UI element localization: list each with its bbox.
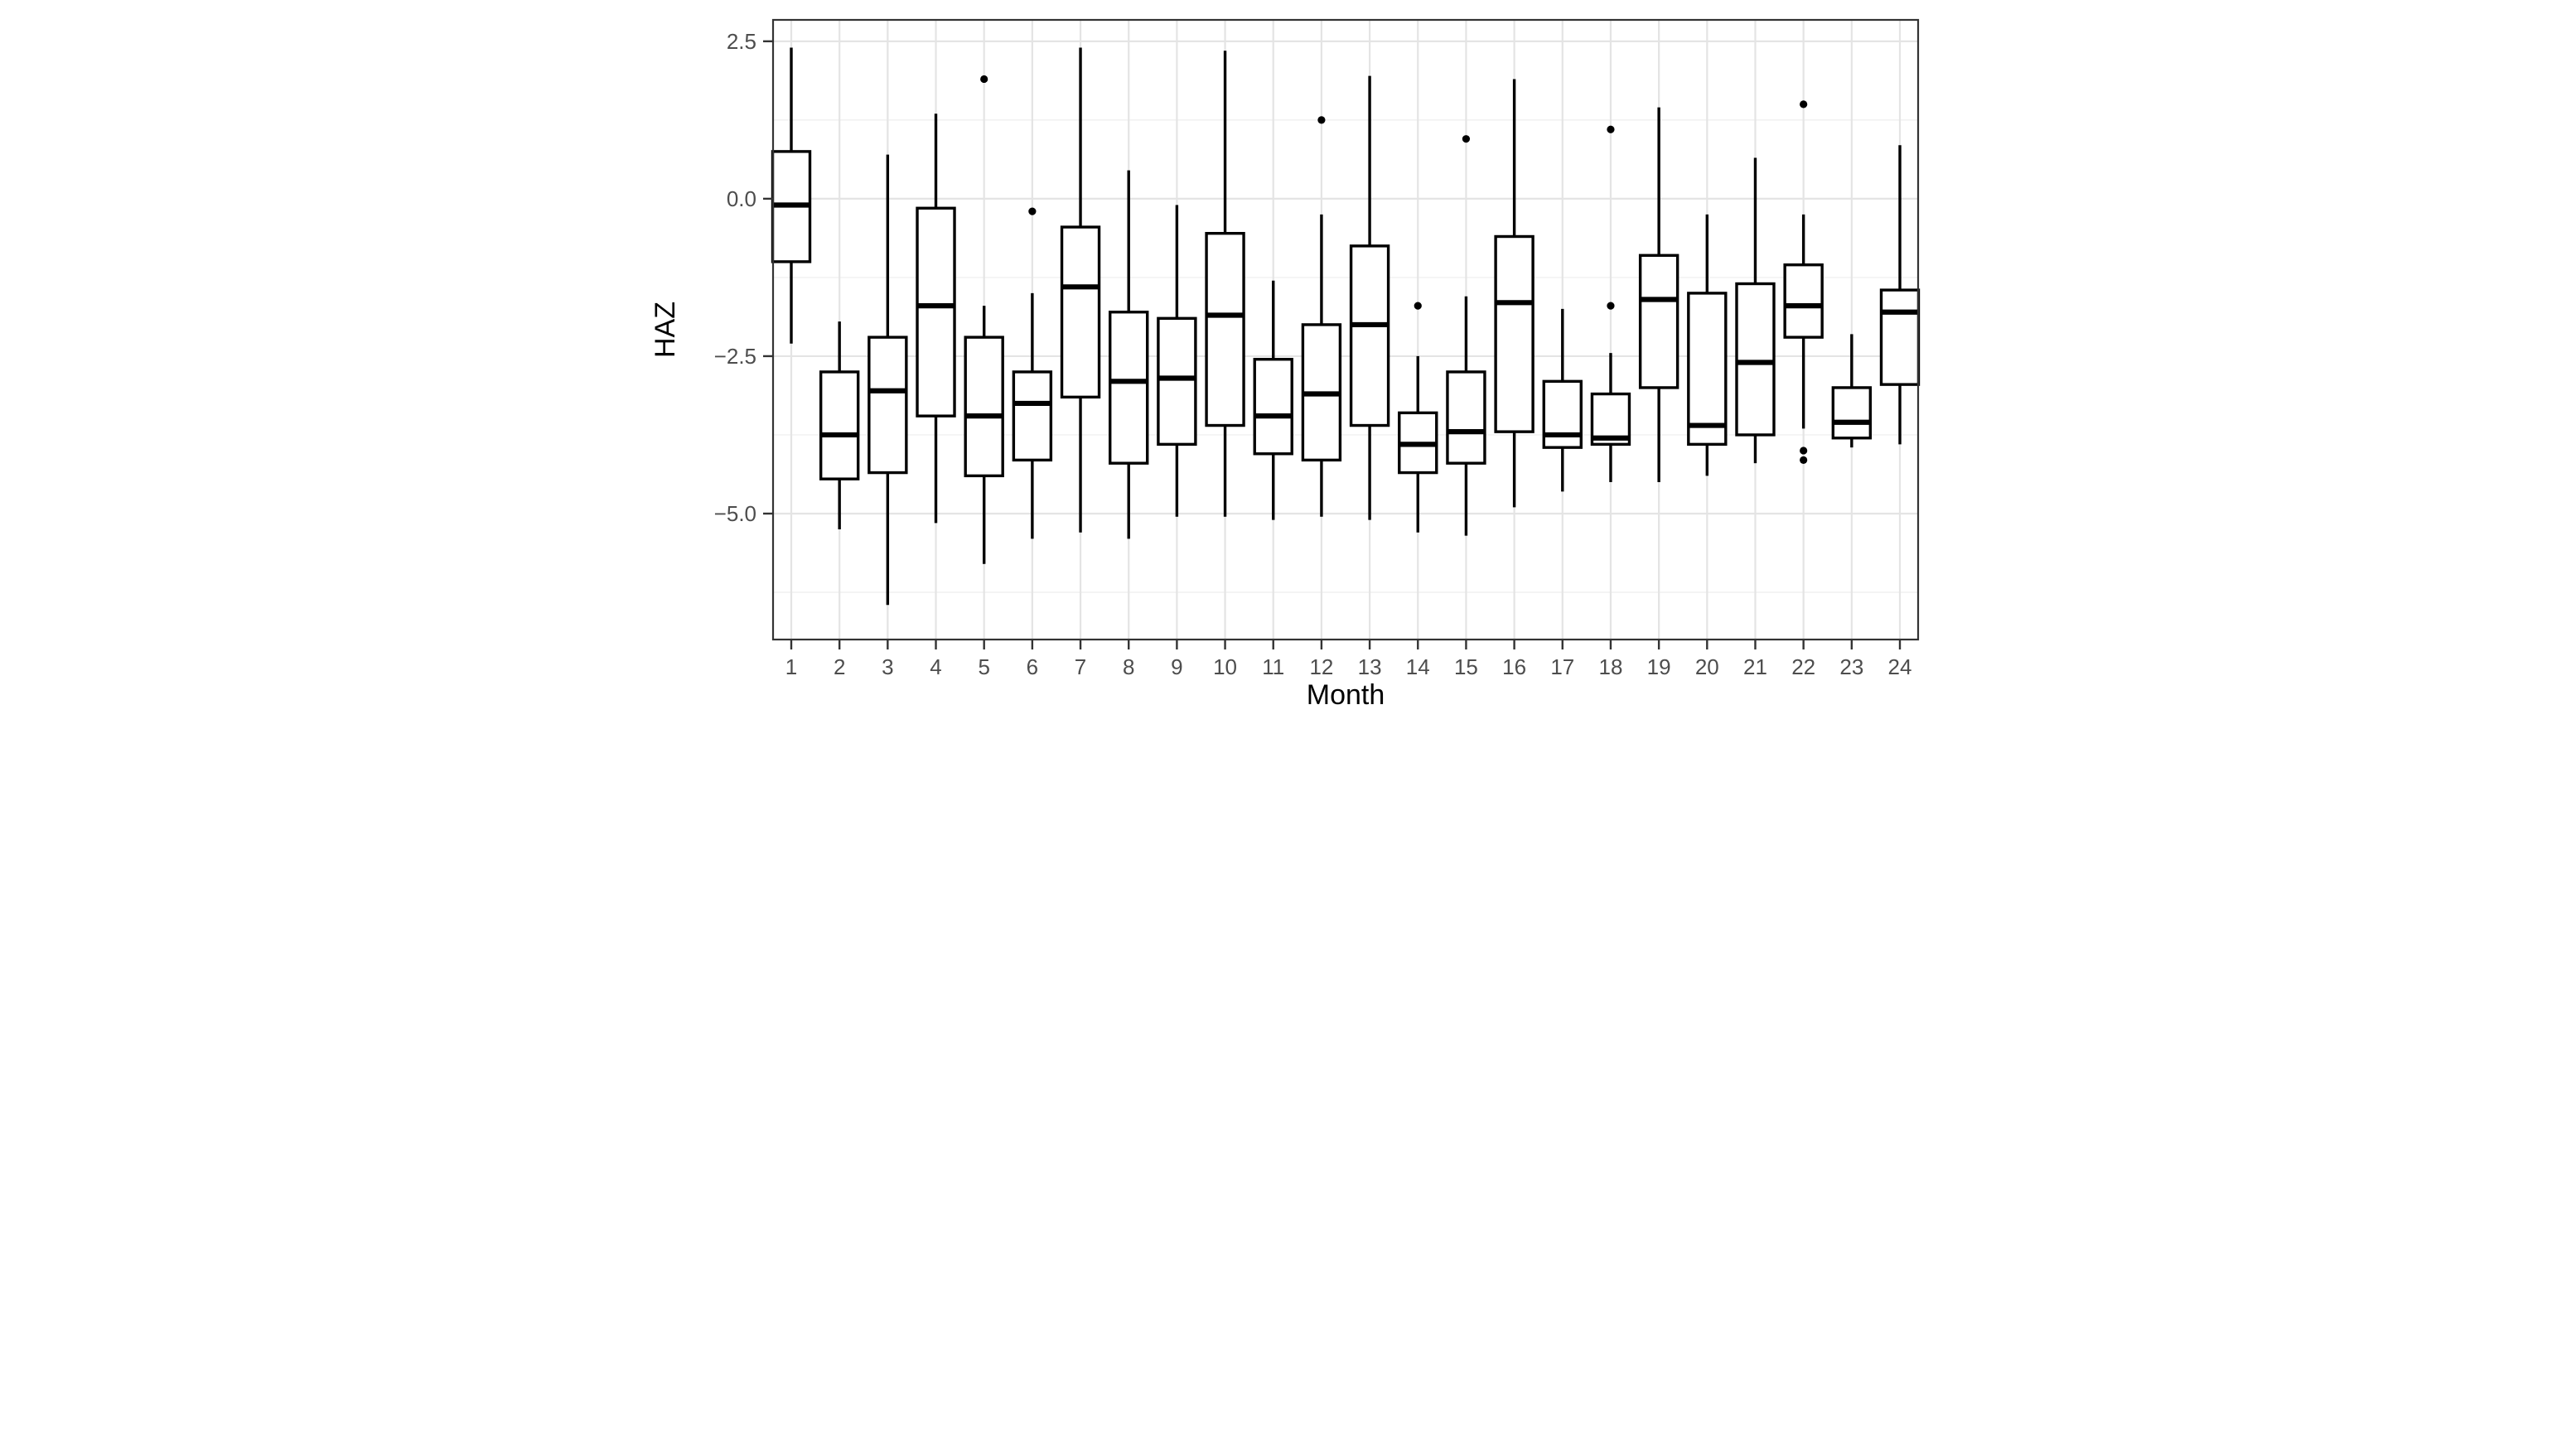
x-tick-label: 7 bbox=[1074, 654, 1085, 679]
x-tick-label: 16 bbox=[1502, 654, 1526, 679]
iqr-box bbox=[1638, 253, 1679, 389]
boxplot-month-3 bbox=[867, 154, 908, 606]
boxplot-month-8 bbox=[1108, 170, 1148, 539]
boxplot-month-23 bbox=[1831, 334, 1872, 448]
x-tick-label: 22 bbox=[1791, 654, 1815, 679]
tick-labels-layer: 2.50.0−2.5−5.01 2 3 4 5 6 7 8 9 10 11 12 13 14 15 16 17 1… bbox=[713, 29, 1911, 679]
x-tick-label: 3 bbox=[882, 654, 893, 679]
x-tick-label: 10 bbox=[1213, 654, 1237, 679]
x-tick-label: 9 bbox=[1171, 654, 1182, 679]
haz-boxplot-chart: 2.50.0−2.5−5.01 2 3 4 5 6 7 8 9 10 11 12 13 14 15 16 17 1… bbox=[650, 18, 1920, 711]
iqr-box bbox=[1542, 379, 1583, 449]
x-tick-label: 5 bbox=[978, 654, 989, 679]
iqr-box bbox=[867, 336, 908, 475]
chart-page: 2.5 0.0 −2.5 −5.0 1 2 3 4 5 6 7 8 9 10 11 12 13 14 15 16 17 1… bbox=[644, 0, 1932, 714]
x-tick-label: 12 bbox=[1309, 654, 1333, 679]
x-tick-label: 21 bbox=[1743, 654, 1767, 679]
iqr-box bbox=[1782, 263, 1824, 339]
outlier-point bbox=[1027, 207, 1036, 215]
x-tick-label: 23 bbox=[1839, 654, 1863, 679]
y-tick-label: 2.5 bbox=[726, 29, 756, 54]
boxplot-month-17 bbox=[1542, 308, 1583, 492]
y-tick-label: −2.5 bbox=[713, 344, 756, 369]
iqr-box bbox=[1734, 282, 1776, 437]
x-tick-label: 18 bbox=[1598, 654, 1622, 679]
boxplot-month-19 bbox=[1638, 107, 1679, 482]
y-tick-label: −5.0 bbox=[713, 501, 756, 526]
iqr-box bbox=[1012, 370, 1052, 462]
outlier-point bbox=[1799, 456, 1807, 464]
boxes-layer bbox=[771, 47, 1920, 606]
boxplot-month-1 bbox=[771, 47, 811, 344]
x-tick-label: 24 bbox=[1887, 654, 1911, 679]
iqr-box bbox=[1831, 386, 1872, 440]
y-tick-label: 0.0 bbox=[726, 186, 756, 211]
iqr-box bbox=[1493, 234, 1534, 433]
boxplot-month-5 bbox=[963, 75, 1004, 564]
boxplot-month-2 bbox=[819, 321, 859, 529]
boxplot-month-16 bbox=[1493, 79, 1534, 508]
x-tick-label: 8 bbox=[1122, 654, 1133, 679]
outlier-point bbox=[1606, 302, 1615, 310]
iqr-box bbox=[1156, 316, 1197, 447]
x-tick-label: 19 bbox=[1646, 654, 1670, 679]
boxplot-month-21 bbox=[1734, 157, 1776, 464]
boxplot-month-9 bbox=[1156, 205, 1197, 517]
outlier-point bbox=[979, 75, 988, 84]
boxplot-month-20 bbox=[1686, 214, 1728, 476]
iqr-box bbox=[963, 336, 1004, 478]
x-tick-label: 2 bbox=[833, 654, 844, 679]
x-axis-title: Month bbox=[1306, 679, 1385, 711]
outlier-point bbox=[1606, 125, 1615, 133]
x-tick-label: 14 bbox=[1405, 654, 1429, 679]
boxplot-month-7 bbox=[1060, 47, 1100, 533]
outlier-point bbox=[1799, 100, 1807, 109]
boxplot-month-12 bbox=[1301, 116, 1341, 517]
panel-border bbox=[771, 18, 1919, 641]
x-tick-label: 15 bbox=[1453, 654, 1477, 679]
x-tick-label: 20 bbox=[1694, 654, 1718, 679]
iqr-box bbox=[1204, 231, 1245, 427]
boxplot-month-10 bbox=[1204, 51, 1245, 517]
boxplot-month-13 bbox=[1349, 75, 1389, 520]
outlier-point bbox=[1799, 447, 1807, 455]
y-axis-title: HAZ bbox=[650, 302, 681, 358]
boxplot-month-11 bbox=[1253, 280, 1293, 520]
x-tick-label: 6 bbox=[1026, 654, 1037, 679]
iqr-box bbox=[1349, 244, 1389, 427]
ticks-layer bbox=[762, 40, 1901, 649]
iqr-box bbox=[819, 370, 859, 480]
boxplot-month-18 bbox=[1590, 125, 1631, 482]
x-tick-label: 17 bbox=[1550, 654, 1574, 679]
panel-background bbox=[772, 20, 1918, 640]
boxplot-month-22 bbox=[1782, 100, 1824, 464]
iqr-box bbox=[1060, 225, 1100, 399]
iqr-box bbox=[1445, 370, 1486, 465]
iqr-box bbox=[1253, 358, 1293, 456]
x-tick-label: 4 bbox=[930, 654, 941, 679]
boxplot-month-14 bbox=[1397, 302, 1438, 533]
x-tick-label: 13 bbox=[1357, 654, 1381, 679]
iqr-box bbox=[1686, 292, 1728, 447]
outlier-point bbox=[1462, 135, 1470, 143]
x-tick-label: 1 bbox=[785, 654, 796, 679]
iqr-box bbox=[915, 206, 956, 418]
outlier-point bbox=[1414, 302, 1422, 310]
boxplot-month-4 bbox=[915, 113, 956, 524]
outlier-point bbox=[1317, 116, 1326, 124]
iqr-box bbox=[1108, 311, 1148, 465]
boxplot-month-15 bbox=[1445, 135, 1486, 536]
iqr-box bbox=[1879, 288, 1920, 386]
x-tick-label: 11 bbox=[1262, 654, 1284, 679]
boxplot-month-6 bbox=[1012, 207, 1052, 539]
